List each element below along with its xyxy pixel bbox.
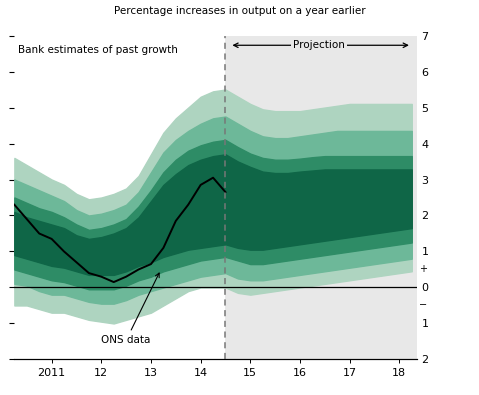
Text: +: + [419, 265, 427, 275]
Text: −: − [419, 301, 427, 310]
Text: Projection: Projection [293, 40, 344, 50]
Bar [226, 36, 417, 359]
Text: Percentage increases in output on a year earlier: Percentage increases in output on a year… [114, 6, 365, 16]
Text: Bank estimates of past growth: Bank estimates of past growth [18, 45, 178, 55]
Text: ONS data: ONS data [102, 273, 159, 345]
Bar [14, 36, 226, 359]
